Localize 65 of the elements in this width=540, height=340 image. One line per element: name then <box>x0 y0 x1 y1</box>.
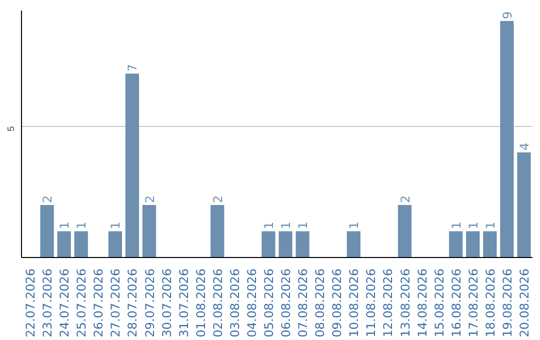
data-label: 1 <box>296 222 310 230</box>
data-label: 2 <box>398 195 412 203</box>
data-label: 2 <box>40 195 55 203</box>
x-tick-label: 24.07.2026 <box>58 268 72 338</box>
x-tick-label: 18.08.2026 <box>483 268 498 338</box>
y-tick-label: 5 <box>6 126 16 132</box>
x-tick-label: 23.07.2026 <box>40 268 55 338</box>
data-label: 1 <box>279 222 294 230</box>
x-tick-label: 13.08.2026 <box>398 268 412 338</box>
bar <box>483 231 497 258</box>
x-tick-label: 17.08.2026 <box>466 268 480 338</box>
bar <box>57 231 71 258</box>
x-tick-label: 10.08.2026 <box>347 268 362 338</box>
x-tick-label: 15.08.2026 <box>432 268 446 338</box>
x-tick-label: 25.07.2026 <box>74 268 89 338</box>
data-label: 7 <box>126 64 140 72</box>
x-tick-label: 27.07.2026 <box>108 268 123 338</box>
bar <box>398 204 412 258</box>
x-tick-label: 30.07.2026 <box>160 268 174 338</box>
data-label: 4 <box>517 142 532 150</box>
data-label: 1 <box>108 222 123 230</box>
x-tick-label: 29.07.2026 <box>142 268 157 338</box>
data-label: 1 <box>347 222 362 230</box>
bar <box>517 152 531 258</box>
x-tick-label: 28.07.2026 <box>126 268 140 338</box>
x-tick-label: 01.08.2026 <box>194 268 208 338</box>
data-label: 1 <box>58 222 72 230</box>
bar <box>40 204 54 258</box>
bar <box>346 231 360 258</box>
x-tick-label: 09.08.2026 <box>330 268 344 338</box>
bar <box>108 231 122 258</box>
x-tick-label: 02.08.2026 <box>210 268 225 338</box>
data-label: 1 <box>466 222 480 230</box>
x-tick-label: 03.08.2026 <box>228 268 242 338</box>
bar <box>74 231 88 258</box>
bar <box>466 231 480 258</box>
bar <box>278 231 292 258</box>
bar <box>262 231 276 258</box>
x-tick-label: 22.07.2026 <box>24 268 38 338</box>
x-tick-label: 08.08.2026 <box>313 268 328 338</box>
bar <box>142 204 156 258</box>
bar <box>210 204 224 258</box>
x-tick-label: 06.08.2026 <box>279 268 294 338</box>
data-label: 1 <box>483 222 498 230</box>
bar <box>125 74 140 258</box>
x-tick-label: 05.08.2026 <box>262 268 276 338</box>
data-label: 9 <box>500 11 514 20</box>
x-tick-label: 04.08.2026 <box>244 268 259 338</box>
data-label: 1 <box>262 222 276 230</box>
x-tick-label: 26.07.2026 <box>92 268 106 338</box>
x-tick-label: 11.08.2026 <box>364 268 378 338</box>
x-tick-label: 07.08.2026 <box>296 268 310 338</box>
x-tick-label: 14.08.2026 <box>415 268 430 338</box>
x-tick-label: 16.08.2026 <box>449 268 464 338</box>
data-label: 2 <box>210 195 225 203</box>
x-tick-label: 31.07.2026 <box>176 268 191 338</box>
x-tick-label: 12.08.2026 <box>381 268 396 338</box>
bar <box>296 231 310 258</box>
bar <box>449 231 463 258</box>
bar <box>500 21 514 258</box>
x-tick-label: 20.08.2026 <box>517 268 532 338</box>
data-label: 1 <box>449 222 464 230</box>
x-tick-label: 19.08.2026 <box>500 268 514 338</box>
data-label: 2 <box>142 195 157 203</box>
data-label: 1 <box>74 222 89 230</box>
